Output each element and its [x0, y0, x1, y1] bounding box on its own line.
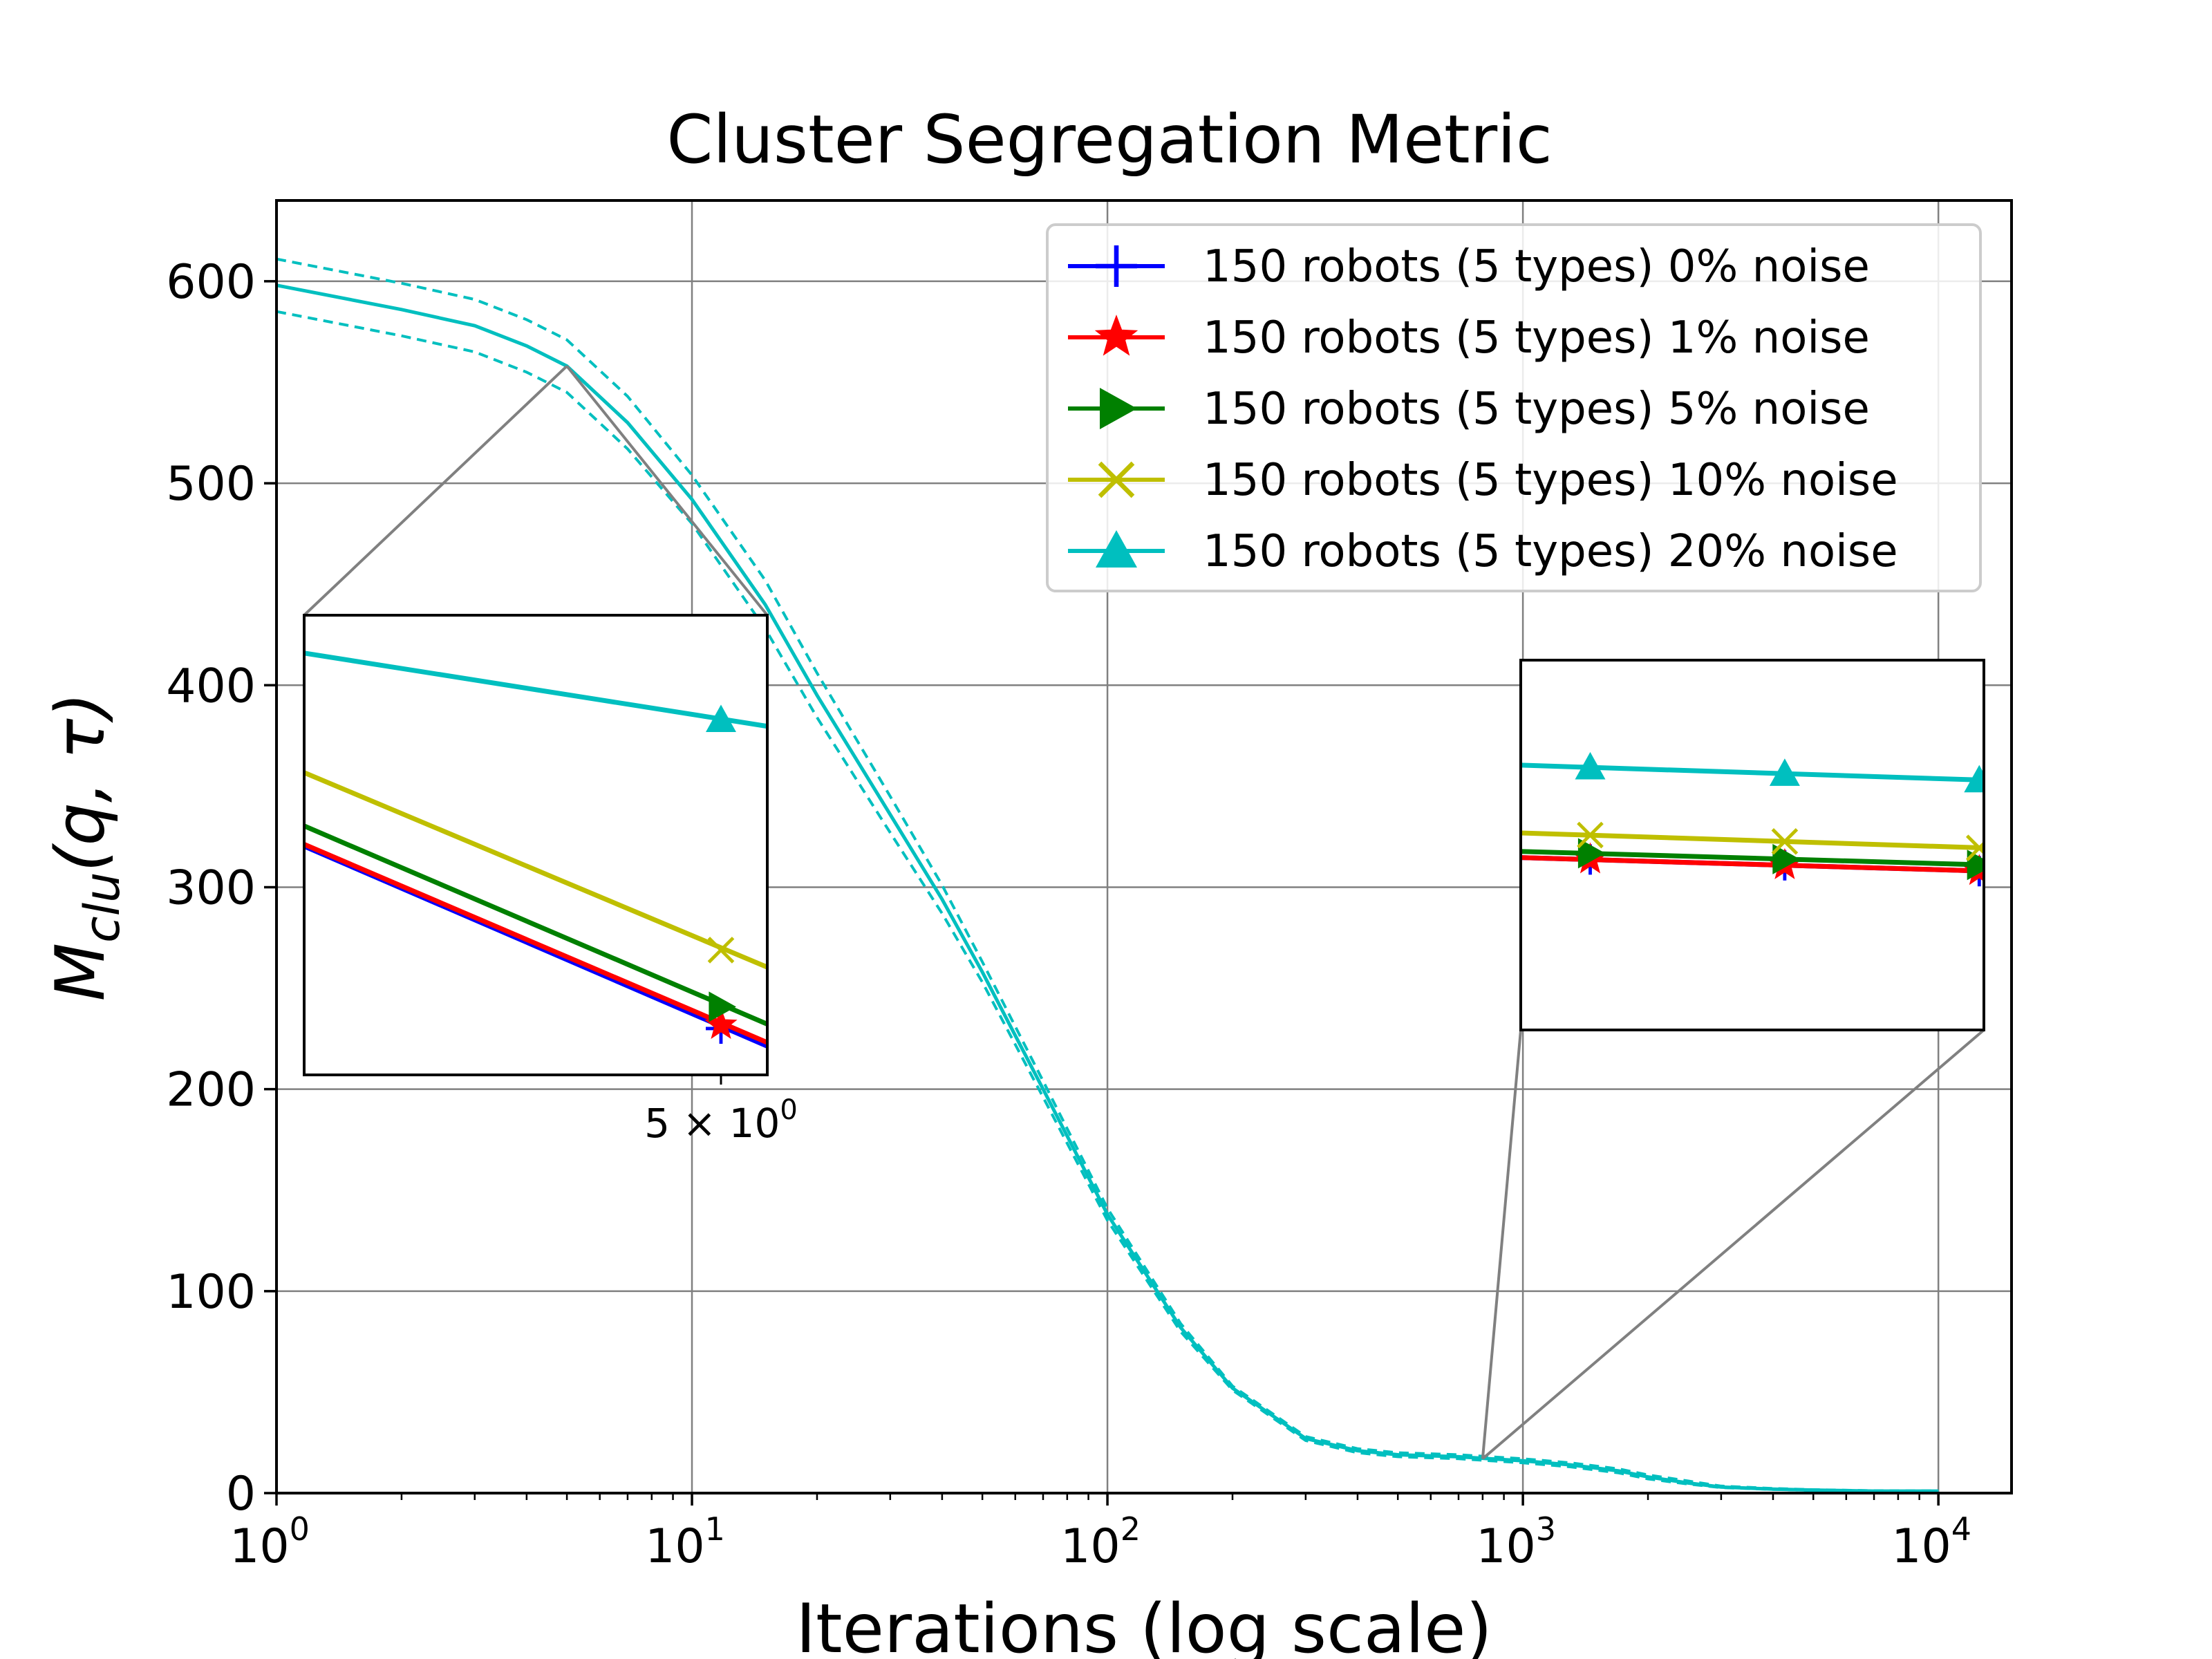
x-tick-base: 10 [229, 1519, 290, 1574]
inset-marker [1577, 821, 1604, 849]
main-curve [276, 283, 1939, 1493]
legend-label: 150 robots (5 types) 5% noise [1203, 384, 1870, 435]
y-axis-label: Mclu(q, τ) [41, 693, 131, 1002]
inset-marker [1772, 843, 1800, 874]
inset-tick-base: 5 × 10 [644, 1100, 780, 1147]
x-axis-ticks: 100 101 102 103 104 [229, 1493, 1971, 1574]
legend-label: 150 robots (5 types) 10% noise [1203, 455, 1898, 506]
inset-background [304, 615, 767, 1075]
inset-series-line [304, 650, 767, 729]
inset-tick-label: 5 × 100 [644, 1094, 798, 1147]
connector-left-a [303, 365, 568, 617]
x-tick-exponent: 1 [705, 1510, 725, 1548]
legend-marker [1096, 245, 1137, 287]
x-tick-exponent: 3 [1536, 1510, 1556, 1548]
legend-label: 150 robots (5 types) 20% noise [1203, 526, 1898, 577]
x-tick-label: 104 [1891, 1510, 1971, 1574]
upper-band-line [276, 257, 1939, 1492]
inset-marker [1771, 828, 1799, 855]
inset-marker [1577, 838, 1606, 869]
y-tick-label: 400 [166, 659, 256, 713]
x-tick-exponent: 4 [1951, 1510, 1971, 1548]
inset-frame [1519, 659, 1985, 1031]
y-tick-label: 0 [226, 1467, 256, 1521]
legend: 150 robots (5 types) 0% noise 150 robots … [1046, 223, 1982, 592]
connector-left-b [565, 365, 769, 617]
legend-marker [1094, 315, 1138, 356]
inset-marker [707, 937, 735, 964]
plot-frame [275, 199, 2013, 1494]
y-tick-label: 500 [166, 457, 256, 512]
inset-marker [709, 991, 736, 1022]
inset-right [1519, 659, 1985, 1031]
inset-marker [1575, 751, 1606, 780]
inset-tick-exponent: 0 [780, 1094, 797, 1126]
x-tick-label: 101 [645, 1510, 725, 1574]
inset-series-line [304, 841, 767, 1045]
inset-left: 5 × 100 [303, 614, 798, 1147]
legend-box [1046, 223, 1982, 592]
x-axis-label: Iterations (log scale) [796, 1590, 1492, 1659]
main-curve-line [276, 283, 1939, 1493]
x-tick-base: 10 [1891, 1519, 1951, 1574]
legend-label: 150 robots (5 types) 1% noise [1203, 312, 1870, 364]
x-tick-base: 10 [1476, 1519, 1536, 1574]
legend-marker [1098, 461, 1135, 498]
x-tick-label: 102 [1060, 1510, 1141, 1574]
inset-lines [304, 650, 767, 1049]
x-tick-label: 103 [1476, 1510, 1556, 1574]
y-tick-label: 100 [166, 1265, 256, 1320]
inset-series-line [304, 769, 767, 970]
y-axis-label-args: (q, τ) [41, 693, 120, 872]
y-axis-ticks: 0 100 200 300 400 500 600 [166, 255, 276, 1521]
inset-marker [1769, 758, 1800, 786]
inset-marker [1965, 834, 1984, 862]
inset-marker [706, 704, 736, 732]
x-tick-label: 100 [229, 1510, 310, 1574]
legend-marker [1096, 530, 1137, 568]
legend-label: 150 robots (5 types) 0% noise [1203, 241, 1870, 292]
inset-lines [1521, 751, 1984, 887]
y-tick-label: 600 [166, 255, 256, 310]
inset-series-line [304, 823, 767, 1027]
inset-marker [1964, 765, 1984, 793]
zoom-connectors [303, 365, 1985, 1460]
connector-right-a [1481, 1029, 1522, 1459]
x-tick-base: 10 [645, 1519, 705, 1574]
inset-series-line [1521, 830, 1984, 851]
legend-marker [1100, 388, 1137, 429]
connector-right-b [1481, 1029, 1985, 1460]
y-axis-label-sub: clu [74, 872, 131, 943]
inset-frame [303, 614, 769, 1076]
y-tick-label: 300 [166, 861, 256, 915]
x-tick-base: 10 [1060, 1519, 1121, 1574]
y-tick-label: 200 [166, 1063, 256, 1118]
x-tick-exponent: 2 [1121, 1510, 1141, 1548]
y-axis-label-main: M [41, 943, 120, 1002]
chart-title: Cluster Segregation Metric [666, 101, 1552, 178]
x-tick-exponent: 0 [290, 1510, 310, 1548]
